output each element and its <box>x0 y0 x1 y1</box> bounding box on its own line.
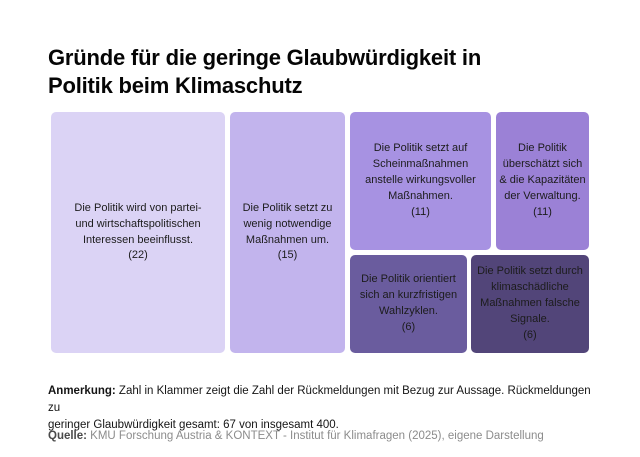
treemap-box-count: (11) <box>411 205 430 218</box>
treemap-box-label: Die Politik wird von partei- und wirtsch… <box>74 201 202 246</box>
treemap-box-count: (22) <box>128 249 148 262</box>
treemap-box-scheinmassnahmen: Die Politik setzt auf Scheinmaßnahmen an… <box>350 112 491 250</box>
treemap-box-partei-wirtschaftsinteressen: Die Politik wird von partei- und wirtsch… <box>51 112 225 353</box>
treemap-box-label: Die Politik überschätzt sich & die Kapaz… <box>499 142 586 202</box>
source-text: KMU Forschung Austria & KONTEXT - Instit… <box>86 429 544 442</box>
annotation-text: Zahl in Klammer zeigt die Zahl der Rückm… <box>48 384 591 432</box>
treemap-box-klimaschaedliche-signale: Die Politik setzt durch klimaschädliche … <box>471 255 589 353</box>
treemap-box-label: Die Politik setzt durch klimaschädliche … <box>477 265 583 325</box>
annotation-note: Anmerkung: Zahl in Klammer zeigt die Zah… <box>48 383 604 435</box>
source-line: Quelle: KMU Forschung Austria & KONTEXT … <box>48 428 604 444</box>
treemap-box-count: (15) <box>277 249 298 262</box>
page-title: Gründe für die geringe Glaubwürdigkeit i… <box>48 45 482 98</box>
treemap-box-count: (11) <box>533 205 552 218</box>
treemap-box-count: (6) <box>523 328 537 341</box>
source-label: Quelle: <box>48 429 87 442</box>
treemap-box-zu-wenig-massnahmen: Die Politik setzt zu wenig notwendige Ma… <box>230 112 345 353</box>
treemap-box-label: Die Politik setzt zu wenig notwendige Ma… <box>242 201 333 246</box>
treemap-box-ueberschaetzung-verwaltung: Die Politik überschätzt sich & die Kapaz… <box>496 112 589 250</box>
treemap-box-wahlzyklen: Die Politik orientiert sich an kurzfrist… <box>350 255 467 353</box>
annotation-label: Anmerkung: <box>48 384 116 397</box>
treemap-box-label: Die Politik setzt auf Scheinmaßnahmen an… <box>365 142 476 202</box>
treemap-chart: Die Politik wird von partei- und wirtsch… <box>51 112 589 353</box>
treemap-box-label: Die Politik orientiert sich an kurzfrist… <box>359 273 458 317</box>
treemap-box-count: (6) <box>401 320 416 333</box>
